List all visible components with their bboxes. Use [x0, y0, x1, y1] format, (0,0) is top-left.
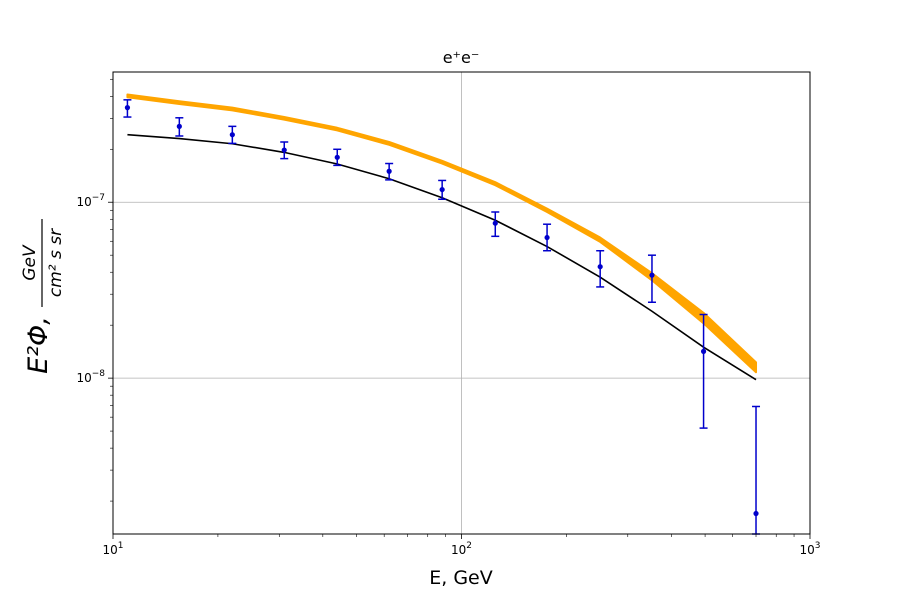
data-point [699, 313, 708, 429]
data-points [123, 99, 761, 535]
x-tick-label: 102 [451, 541, 472, 557]
y-axis-label-numerator: GeV [20, 244, 40, 281]
data-point [543, 223, 552, 252]
y-tick-label: 10−8 [76, 369, 105, 385]
orange-band-area [126, 93, 758, 374]
data-point [385, 162, 394, 181]
data-marker [544, 234, 550, 241]
data-marker [649, 272, 655, 278]
data-marker [753, 510, 759, 517]
y-axis-label-main: E²Φ, [23, 316, 54, 374]
chart-title: e⁺e⁻ [443, 48, 480, 67]
data-marker [597, 264, 603, 270]
data-marker [281, 147, 287, 153]
y-axis-label-denominator: cm² s sr [46, 228, 66, 297]
y-tick-label: 10−7 [76, 193, 105, 209]
data-point [175, 117, 184, 137]
data-point [491, 211, 500, 238]
orange-band [126, 93, 758, 374]
axis-ticks: 101 102 103 10−8 10−7 [76, 78, 821, 557]
data-point [596, 249, 605, 288]
data-point [280, 141, 289, 160]
data-point [647, 254, 656, 304]
data-marker [439, 186, 445, 193]
y-axis-label: E²Φ, GeV cm² s sr [20, 219, 66, 374]
data-marker [176, 123, 182, 129]
data-point [228, 125, 237, 145]
data-point [438, 179, 447, 200]
data-marker [229, 132, 235, 138]
x-axis-label: E, GeV [429, 567, 493, 589]
data-marker [334, 154, 340, 160]
x-tick-label: 101 [102, 541, 123, 557]
data-marker [700, 348, 707, 354]
data-marker [492, 220, 498, 226]
data-marker [386, 168, 392, 174]
data-marker [124, 105, 131, 111]
data-point [123, 99, 132, 118]
x-tick-label: 103 [799, 541, 820, 557]
data-point [333, 148, 342, 167]
